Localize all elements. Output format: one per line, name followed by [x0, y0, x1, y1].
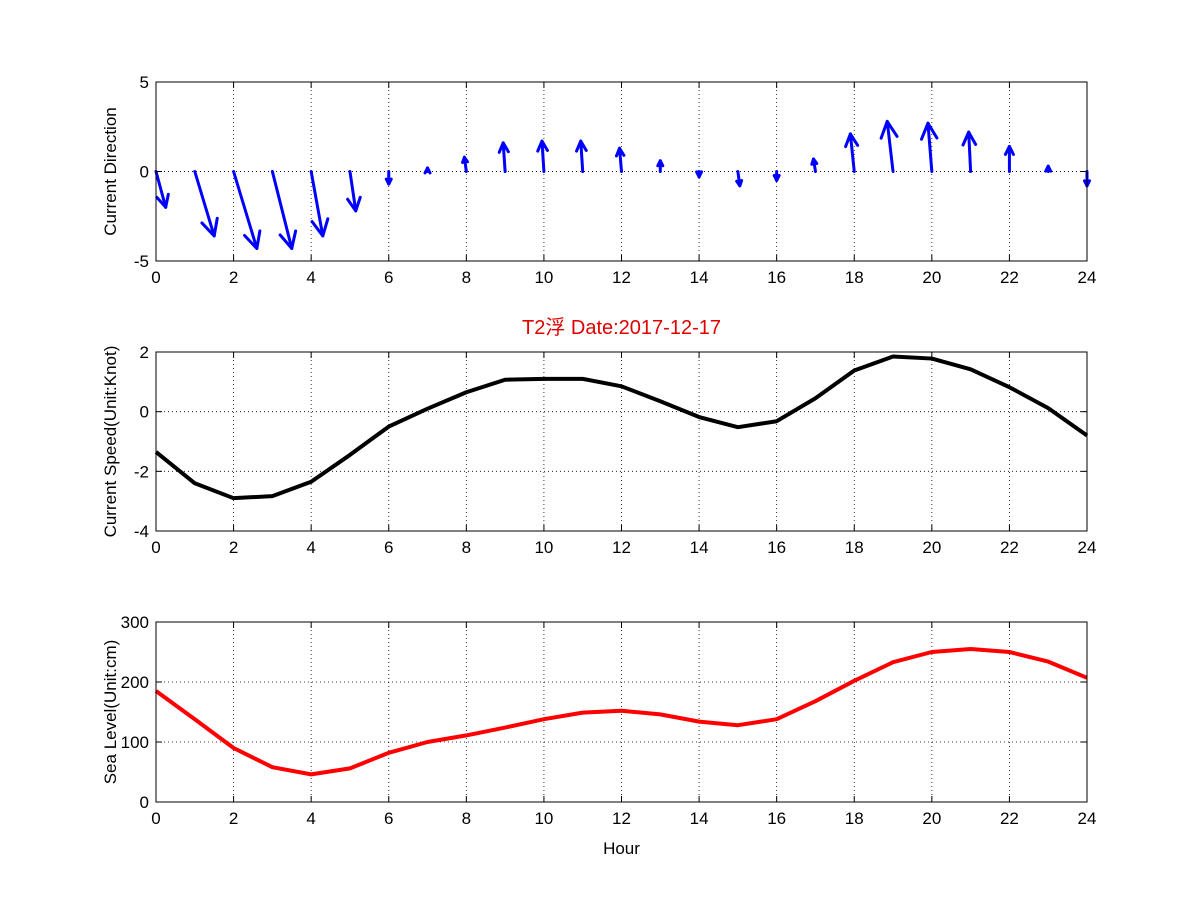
sea-level-xtick-label: 18 — [845, 809, 864, 828]
current-direction-xtick-label: 6 — [384, 268, 393, 287]
current-direction-arrow — [309, 170, 330, 238]
current-direction-arrow — [461, 155, 470, 173]
current-direction-arrow — [961, 130, 978, 173]
current-speed-xtick-label: 2 — [229, 538, 238, 557]
current-speed-line — [154, 354, 1089, 501]
current-direction-arrow — [423, 166, 432, 175]
current-direction-arrow — [879, 119, 899, 173]
sea-level-xtick-label: 16 — [767, 809, 786, 828]
chart-title: T2浮 Date:2017-12-17 — [522, 316, 721, 339]
sea-level-xtick-label: 4 — [306, 809, 315, 828]
sea-level-ytick-label: 200 — [121, 673, 149, 692]
sea-level-xtick-label: 0 — [151, 809, 160, 828]
current-speed-xtick-label: 0 — [151, 538, 160, 557]
sea-level-xtick-label: 12 — [612, 809, 631, 828]
sea-level-ytick-label: 0 — [140, 793, 149, 812]
current-direction-ticks: 0 2 4 6 8 10 12 14 16 18 20 22 24-505 — [134, 73, 1097, 287]
sea-level-xtick-label: 22 — [1000, 809, 1019, 828]
current-direction-arrow — [193, 170, 219, 238]
current-direction-xtick-label: 20 — [922, 268, 941, 287]
current-direction-axes: 0 2 4 6 8 10 12 14 16 18 20 22 24-505 Current Direct… — [101, 73, 1096, 287]
sea-level-xtick-label: 8 — [462, 809, 471, 828]
sea-level-xtick-label: 6 — [384, 809, 393, 828]
current-direction-ytick-label: -5 — [134, 252, 149, 271]
current-direction-xtick-label: 14 — [690, 268, 709, 287]
current-direction-arrow — [1044, 164, 1053, 173]
current-speed-ylabel: Current Speed(Unit:Knot) — [101, 346, 120, 538]
current-direction-arrow — [154, 170, 170, 209]
current-speed-xtick-label: 20 — [922, 538, 941, 557]
current-speed-axes: 0 2 4 6 8 10 12 14 16 18 20 22 24-4-202 Current Spee… — [101, 316, 1096, 557]
current-direction-xtick-label: 16 — [767, 268, 786, 287]
current-speed-xtick-label: 16 — [767, 538, 786, 557]
current-direction-xtick-label: 2 — [229, 268, 238, 287]
current-direction-xtick-label: 10 — [534, 268, 553, 287]
current-direction-arrow — [270, 170, 298, 250]
current-speed-xtick-label: 10 — [534, 538, 553, 557]
current-direction-arrow — [810, 157, 819, 173]
current-speed-ytick-label: -2 — [134, 462, 149, 481]
current-direction-ylabel: Current Direction — [101, 107, 120, 236]
sea-level-xtick-label: 14 — [690, 809, 709, 828]
current-direction-arrow — [772, 170, 781, 182]
current-speed-ytick-label: 2 — [140, 343, 149, 362]
sea-level-series-line — [154, 647, 1088, 777]
current-direction-ytick-label: 0 — [140, 163, 149, 182]
current-direction-xtick-label: 0 — [151, 268, 160, 287]
current-direction-xtick-label: 18 — [845, 268, 864, 287]
current-speed-ticks: 0 2 4 6 8 10 12 14 16 18 20 22 24-4-202 — [134, 343, 1097, 557]
current-direction-arrow — [919, 121, 939, 173]
sea-level-ytick-label: 100 — [121, 733, 149, 752]
hour-xlabel: Hour — [603, 839, 640, 858]
current-direction-xtick-label: 4 — [306, 268, 315, 287]
current-direction-arrow — [614, 146, 626, 173]
current-direction-arrow — [1003, 144, 1015, 173]
current-direction-ytick-label: 5 — [140, 73, 149, 92]
current-direction-arrow — [656, 159, 665, 173]
current-speed-xtick-label: 6 — [384, 538, 393, 557]
current-direction-arrows — [154, 119, 1091, 250]
current-speed-xtick-label: 18 — [845, 538, 864, 557]
current-direction-arrow — [575, 139, 588, 173]
current-speed-xtick-label: 4 — [306, 538, 315, 557]
current-speed-series-line — [154, 354, 1089, 501]
current-direction-arrow — [695, 170, 704, 179]
current-direction-arrow — [497, 141, 510, 173]
current-direction-xtick-label: 12 — [612, 268, 631, 287]
current-direction-xtick-label: 8 — [462, 268, 471, 287]
current-direction-arrow — [536, 139, 549, 173]
sea-level-xtick-label: 20 — [922, 809, 941, 828]
current-speed-xtick-label: 8 — [462, 538, 471, 557]
current-speed-ytick-label: -4 — [134, 522, 149, 541]
current-speed-xtick-label: 24 — [1078, 538, 1097, 557]
sea-level-ylabel: Sea Level(Unit:cm) — [101, 640, 120, 785]
sea-level-line — [154, 647, 1088, 777]
sea-level-ytick-label: 300 — [121, 613, 149, 632]
current-direction-xtick-label: 22 — [1000, 268, 1019, 287]
current-direction-arrow — [346, 170, 362, 213]
current-speed-xtick-label: 12 — [612, 538, 631, 557]
current-direction-arrow — [384, 170, 393, 186]
current-direction-arrow — [232, 170, 262, 250]
sea-level-xtick-label: 24 — [1078, 809, 1097, 828]
sea-level-xtick-label: 2 — [229, 809, 238, 828]
current-speed-xtick-label: 14 — [690, 538, 709, 557]
sea-level-xtick-label: 10 — [534, 809, 553, 828]
current-direction-xtick-label: 24 — [1078, 268, 1097, 287]
current-speed-ytick-label: 0 — [140, 403, 149, 422]
current-direction-arrow — [735, 170, 744, 188]
current-direction-arrow — [844, 132, 860, 173]
current-speed-xtick-label: 22 — [1000, 538, 1019, 557]
